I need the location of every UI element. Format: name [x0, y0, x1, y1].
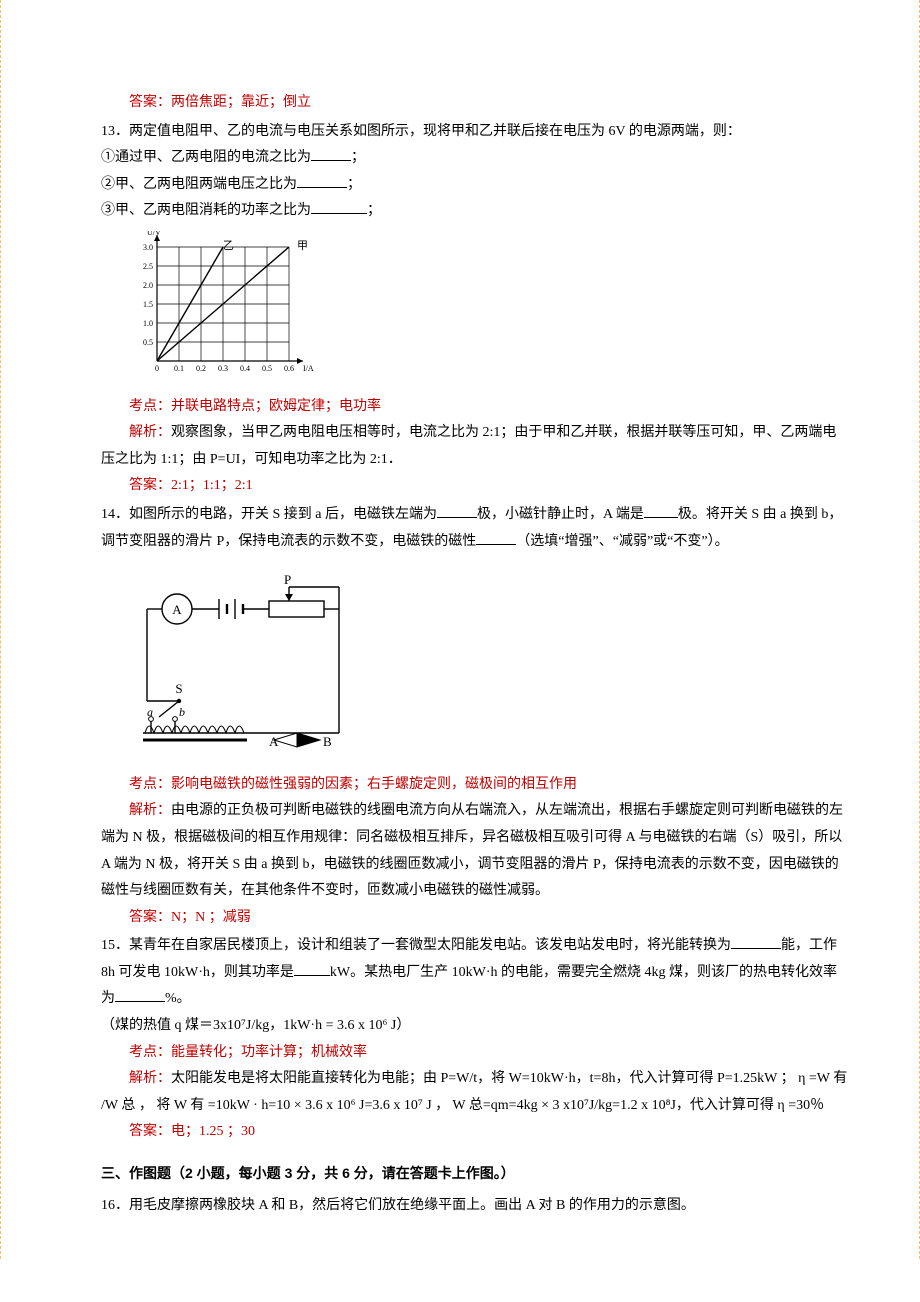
q13-kp: 考点：并联电路特点；欧姆定律；电功率 [101, 394, 849, 421]
svg-text:2.5: 2.5 [143, 262, 153, 271]
svg-text:0: 0 [155, 364, 159, 373]
svg-text:B: B [323, 734, 332, 749]
q15-blank3 [115, 988, 165, 1002]
svg-text:甲: 甲 [297, 240, 308, 252]
q15-kp: 考点：能量转化；功率计算；机械效率 [101, 1040, 849, 1067]
q13-answer-text: 2:1；1:1；2:1 [171, 478, 253, 493]
q15-blank1 [731, 935, 781, 949]
svg-text:1.5: 1.5 [143, 300, 153, 309]
q15-kp-label: 考点： [129, 1045, 171, 1060]
q15-note: （煤的热值 q 煤＝3x10⁷J/kg，1kW·h = 3.6 x 10⁶ J） [101, 1013, 849, 1040]
q15-num: 15． [101, 938, 129, 953]
q14-stem: 14．如图所示的电路，开关 S 接到 a 后，电磁铁左端为极，小磁针静止时，A … [101, 502, 849, 555]
svg-text:乙: 乙 [223, 239, 234, 252]
q15-stem: 15．某青年在自家居民楼顶上，设计和组装了一套微型太阳能发电站。该发电站发电时，… [101, 933, 849, 1013]
svg-text:0.6: 0.6 [284, 364, 294, 373]
q14-circuit: A P Sa b A B [129, 573, 849, 764]
svg-text:0.4: 0.4 [240, 364, 250, 373]
svg-text:2.0: 2.0 [143, 281, 153, 290]
svg-text:1.0: 1.0 [143, 319, 153, 328]
svg-text:b: b [179, 705, 185, 719]
q14-blank1 [437, 504, 477, 518]
q13-chart: 0 0.1 0.2 0.3 0.4 0.5 0.6 0.5 1.0 1.5 2.0 2.5 3.0 U/V… [129, 231, 849, 392]
q12-answer: 答案：两倍焦距；靠近；倒立 [101, 90, 849, 117]
svg-text:0.1: 0.1 [174, 364, 184, 373]
svg-text:A: A [269, 734, 279, 749]
q15-blank2 [294, 962, 330, 976]
svg-text:0.3: 0.3 [218, 364, 228, 373]
q14-blank2 [644, 504, 678, 518]
q13-num: 13． [101, 124, 129, 139]
svg-text:0.5: 0.5 [262, 364, 272, 373]
q13-stem: 13．两定值电阻甲、乙的电流与电压关系如图所示，现将甲和乙并联后接在电压为 6V… [101, 119, 849, 146]
svg-text:0.5: 0.5 [143, 338, 153, 347]
q12-answer-text: 两倍焦距；靠近；倒立 [171, 95, 311, 110]
q13-blank2 [297, 174, 347, 188]
q15-analysis: 解析：太阳能发电是将太阳能直接转化为电能；由 P=W/t，将 W=10kW·h，… [101, 1066, 849, 1119]
q15-ana-label: 解析： [129, 1071, 171, 1086]
q14-kp: 考点：影响电磁铁的磁性强弱的因素；右手螺旋定则，磁极间的相互作用 [101, 772, 849, 799]
q15-answer-label: 答案： [129, 1124, 171, 1139]
svg-text:U/V: U/V [147, 231, 161, 237]
q14-num: 14． [101, 507, 129, 522]
svg-text:S: S [175, 681, 182, 696]
q13-answer-label: 答案： [129, 478, 171, 493]
q13-sub1: ①通过甲、乙两电阻的电流之比为； [101, 145, 849, 172]
q13-blank1 [311, 147, 351, 161]
q12-answer-label: 答案： [129, 95, 171, 110]
q14-answer-text: N；N ；减弱 [171, 910, 251, 925]
q13-ana-label: 解析： [129, 425, 171, 440]
q13-answer: 答案：2:1；1:1；2:1 [101, 473, 849, 500]
svg-text:I/A: I/A [303, 364, 314, 373]
q14-answer: 答案：N；N ；减弱 [101, 905, 849, 932]
svg-text:0.2: 0.2 [196, 364, 206, 373]
q14-analysis: 解析：由电源的正负极可判断电磁铁的线圈电流方向从右端流入，从左端流出，根据右手螺… [101, 798, 849, 904]
svg-text:P: P [284, 573, 291, 587]
q15-answer: 答案：电；1.25 ；30 [101, 1119, 849, 1146]
section3-title: 三、作图题（2 小题，每小题 3 分，共 6 分，请在答题卡上作图。） [101, 1160, 849, 1187]
q14-kp-label: 考点： [129, 777, 171, 792]
q13-kp-label: 考点： [129, 399, 171, 414]
q13-sub2: ②甲、乙两电阻两端电压之比为； [101, 172, 849, 199]
q15-answer-text: 电；1.25 ；30 [171, 1124, 255, 1139]
q16-stem: 16．用毛皮摩擦两橡胶块 A 和 B，然后将它们放在绝缘平面上。画出 A 对 B… [101, 1193, 849, 1220]
q13-analysis: 解析：观察图象，当甲乙两电阻电压相等时，电流之比为 2:1；由于甲和乙并联，根据… [101, 420, 849, 473]
q13-blank3 [311, 200, 367, 214]
q14-answer-label: 答案： [129, 910, 171, 925]
q16-num: 16． [101, 1198, 129, 1213]
q14-blank3 [476, 531, 516, 545]
q13-sub3: ③甲、乙两电阻消耗的功率之比为； [101, 198, 849, 225]
svg-text:3.0: 3.0 [143, 243, 153, 252]
svg-text:a: a [147, 705, 153, 719]
q14-ana-label: 解析： [129, 803, 171, 818]
svg-text:A: A [172, 602, 182, 617]
